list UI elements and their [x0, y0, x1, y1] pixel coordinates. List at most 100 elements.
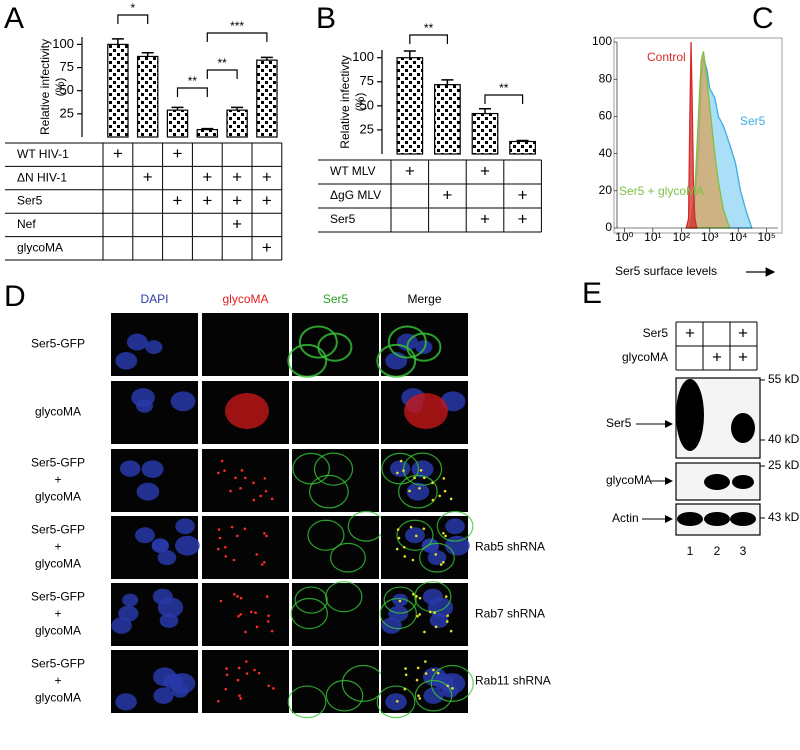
column-header: glycoMA	[222, 292, 268, 306]
micrograph-content	[134, 518, 200, 566]
band-label: glycoMA	[606, 473, 652, 487]
micrograph-content	[395, 510, 474, 573]
micrograph	[292, 381, 379, 444]
y-tick-label: 100	[52, 36, 74, 51]
puncta	[433, 611, 436, 615]
x-tick-label: 10³	[701, 230, 718, 244]
puncta	[255, 553, 259, 556]
condition-cell: +	[738, 323, 748, 342]
puncta	[249, 610, 253, 614]
membrane	[313, 452, 354, 486]
treatment-label: Rab7 shRNA	[475, 607, 545, 621]
micrograph-content	[292, 452, 354, 509]
nucleus	[119, 460, 141, 477]
row-label: Ser5-GFP	[31, 456, 85, 470]
puncta	[255, 625, 259, 629]
column-header: Ser5	[323, 292, 349, 306]
bar	[256, 59, 278, 138]
nucleus	[406, 482, 430, 501]
nucleus	[427, 550, 447, 566]
size-marker: 43 kDa	[768, 510, 800, 524]
legend-label: Ser5	[740, 114, 766, 128]
membrane	[325, 581, 363, 613]
nucleus	[429, 613, 449, 628]
y-axis-label: Relative infectivty	[338, 55, 352, 148]
puncta	[439, 563, 443, 566]
puncta	[264, 489, 268, 493]
puncta	[225, 673, 229, 677]
puncta	[216, 699, 220, 703]
membrane	[294, 586, 328, 614]
puncta	[236, 678, 240, 682]
micrograph	[292, 449, 379, 512]
puncta	[257, 671, 261, 675]
row-label: +	[54, 540, 61, 554]
membrane	[287, 685, 327, 719]
puncta	[411, 558, 415, 562]
cytoplasm-signal	[404, 393, 448, 429]
treatment-label: Rab5 shRNA	[475, 540, 545, 554]
puncta	[422, 527, 426, 531]
table-cell: +	[202, 168, 212, 187]
condition-label: Ser5	[643, 326, 669, 340]
nucleus	[134, 527, 155, 544]
puncta	[239, 596, 243, 600]
y-tick-label: 20	[599, 183, 613, 197]
nucleus	[111, 617, 132, 634]
band-label: Actin	[612, 511, 639, 525]
micrograph-content	[115, 667, 196, 711]
micrograph-content	[381, 452, 453, 509]
nucleus	[157, 597, 184, 618]
puncta	[234, 476, 237, 480]
nucleus	[171, 684, 189, 698]
membrane	[414, 581, 452, 613]
lane-number: 3	[740, 544, 747, 558]
puncta	[266, 620, 270, 623]
puncta	[417, 694, 420, 697]
row-label: Ser5-GFP	[31, 590, 85, 604]
band-label: Ser5	[606, 416, 632, 430]
puncta	[431, 498, 435, 502]
row-label: glycoMA	[35, 624, 81, 638]
bar	[166, 109, 189, 138]
table-row-label: ΔgG MLV	[330, 188, 381, 202]
puncta	[423, 630, 426, 634]
size-marker: 40 kDa	[768, 432, 800, 446]
table-cell: +	[480, 209, 490, 228]
puncta	[442, 477, 446, 480]
micrograph-content	[111, 588, 184, 634]
y-tick-label: 60	[599, 109, 613, 123]
table-cell: +	[262, 168, 272, 187]
puncta	[244, 630, 247, 634]
error-bar	[231, 106, 244, 111]
row-label: Ser5-GFP	[31, 657, 85, 671]
puncta	[263, 560, 266, 564]
membrane	[307, 519, 345, 551]
puncta	[408, 489, 411, 493]
puncta	[451, 687, 454, 690]
error-bar	[403, 50, 416, 58]
table-cell: +	[262, 238, 272, 257]
membrane	[309, 474, 349, 509]
blot-band	[704, 512, 730, 526]
condition-cell: +	[685, 323, 695, 342]
table-cell: +	[232, 191, 242, 210]
nucleus	[145, 340, 163, 354]
puncta	[243, 527, 247, 531]
puncta	[398, 599, 402, 603]
x-axis-label: Ser5 surface levels	[615, 264, 717, 278]
nucleus	[441, 684, 459, 698]
membrane	[325, 679, 364, 712]
y-tick-label: 25	[60, 105, 74, 120]
table-row-label: WT MLV	[330, 164, 376, 178]
significance-bracket	[484, 94, 524, 104]
puncta	[443, 489, 447, 493]
membrane	[379, 597, 417, 630]
significance-label: **	[499, 81, 509, 95]
bar	[196, 128, 219, 138]
puncta	[254, 611, 257, 615]
error-bar	[111, 38, 124, 45]
puncta	[399, 459, 403, 463]
significance-bracket	[206, 32, 268, 42]
puncta	[416, 614, 419, 618]
